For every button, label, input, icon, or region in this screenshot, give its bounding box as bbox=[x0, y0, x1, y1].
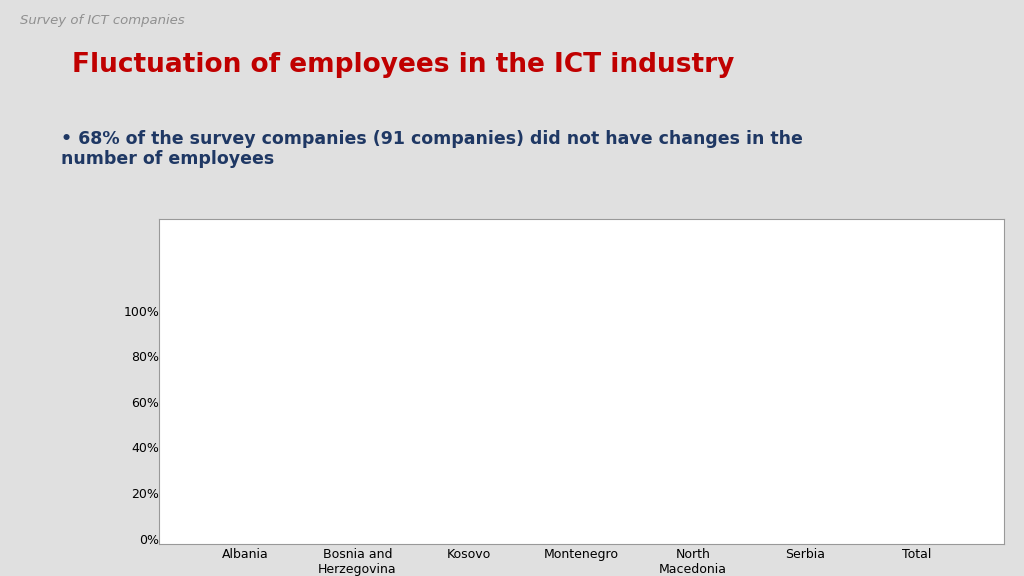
Text: 13%: 13% bbox=[772, 494, 799, 507]
Bar bbox=[207, 338, 246, 539]
Title: Changes in the number of employees
in the last 12 months: Changes in the number of employees in th… bbox=[437, 256, 725, 289]
Bar bbox=[430, 404, 469, 539]
Bar bbox=[693, 352, 732, 539]
Text: 68%: 68% bbox=[924, 369, 949, 381]
Bar bbox=[469, 445, 509, 539]
Text: 13%: 13% bbox=[549, 494, 574, 507]
Text: 18%: 18% bbox=[660, 482, 686, 495]
Bar bbox=[805, 338, 844, 539]
Bar bbox=[542, 509, 582, 539]
Text: 41%: 41% bbox=[476, 430, 502, 443]
Bar bbox=[916, 384, 955, 539]
Bar bbox=[766, 509, 805, 539]
Bar bbox=[246, 509, 285, 539]
Text: Fluctuation of employees in the ICT industry: Fluctuation of employees in the ICT indu… bbox=[72, 52, 734, 78]
Text: 13%: 13% bbox=[252, 494, 279, 507]
Text: 88%: 88% bbox=[811, 323, 838, 336]
Text: 87%: 87% bbox=[588, 325, 613, 338]
Bar bbox=[653, 498, 693, 539]
Text: 88%: 88% bbox=[213, 323, 239, 336]
Bar bbox=[582, 340, 621, 539]
Bar bbox=[357, 393, 396, 539]
Text: 36%: 36% bbox=[325, 441, 351, 454]
Text: Survey of ICT companies: Survey of ICT companies bbox=[20, 14, 185, 28]
Text: 64%: 64% bbox=[364, 378, 390, 391]
Text: 59%: 59% bbox=[436, 389, 463, 402]
Text: • 68% of the survey companies (91 companies) did not have changes in the
number : • 68% of the survey companies (91 compan… bbox=[61, 130, 803, 168]
Text: 32%: 32% bbox=[884, 450, 910, 464]
Text: 82%: 82% bbox=[699, 336, 726, 350]
Bar bbox=[878, 466, 916, 539]
Bar bbox=[318, 457, 357, 539]
